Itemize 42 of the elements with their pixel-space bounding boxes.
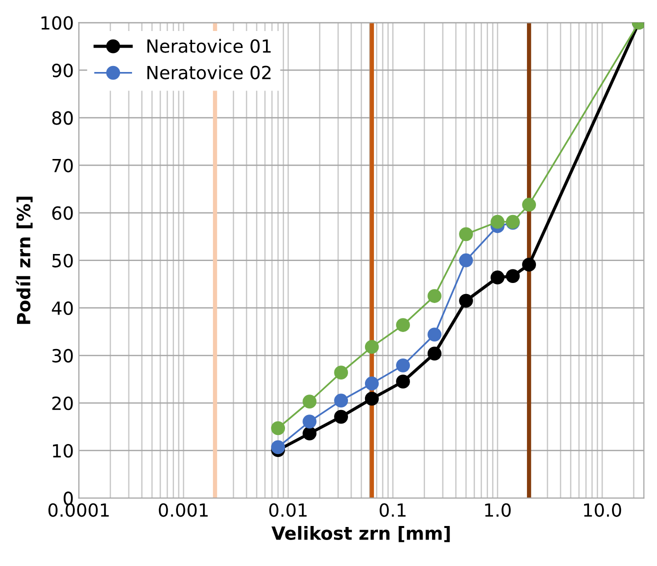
point: [396, 358, 410, 372]
point: [428, 346, 442, 360]
legend-label: Neratovice 01: [147, 38, 271, 53]
y-tick-label: 40: [52, 301, 73, 316]
x-tick-label: 0.001: [158, 503, 208, 517]
point: [271, 421, 285, 436]
point: [334, 394, 348, 408]
y-tick-label: 10: [52, 444, 73, 458]
point: [302, 414, 316, 428]
point: [490, 214, 504, 229]
point: [364, 340, 379, 354]
legend-label: Neratovice 02: [147, 65, 271, 80]
x-tick-label: 1.0: [485, 503, 511, 517]
y-tick-label: 60: [52, 206, 73, 220]
y-tick-label: 90: [52, 64, 73, 78]
y-tick-label: 100: [42, 16, 73, 30]
point: [459, 227, 473, 242]
point: [302, 426, 316, 440]
point: [459, 253, 473, 268]
y-tick-label: 80: [52, 111, 73, 125]
point: [396, 374, 410, 389]
x-tick-label: 0.1: [380, 503, 406, 517]
x-axis-title: Velikost zrn [mm]: [271, 526, 450, 542]
point: [364, 392, 379, 406]
point: [428, 328, 442, 342]
y-axis-title: Podíl zrn [%]: [16, 196, 33, 324]
point: [271, 440, 285, 454]
y-tick-label: 20: [52, 396, 73, 410]
y-tick-label: 30: [52, 348, 73, 363]
x-tick-label: 10.0: [584, 503, 622, 517]
point: [302, 394, 316, 409]
point: [334, 366, 348, 380]
y-tick-label: 70: [52, 158, 73, 172]
point: [334, 410, 348, 424]
point: [459, 294, 473, 308]
x-tick-label: 0.0001: [48, 503, 109, 517]
x-tick-label: 0.01: [269, 503, 307, 517]
point: [364, 376, 379, 390]
point: [428, 289, 442, 303]
point: [396, 318, 410, 332]
y-tick-label: 50: [52, 254, 73, 268]
point: [490, 270, 504, 284]
